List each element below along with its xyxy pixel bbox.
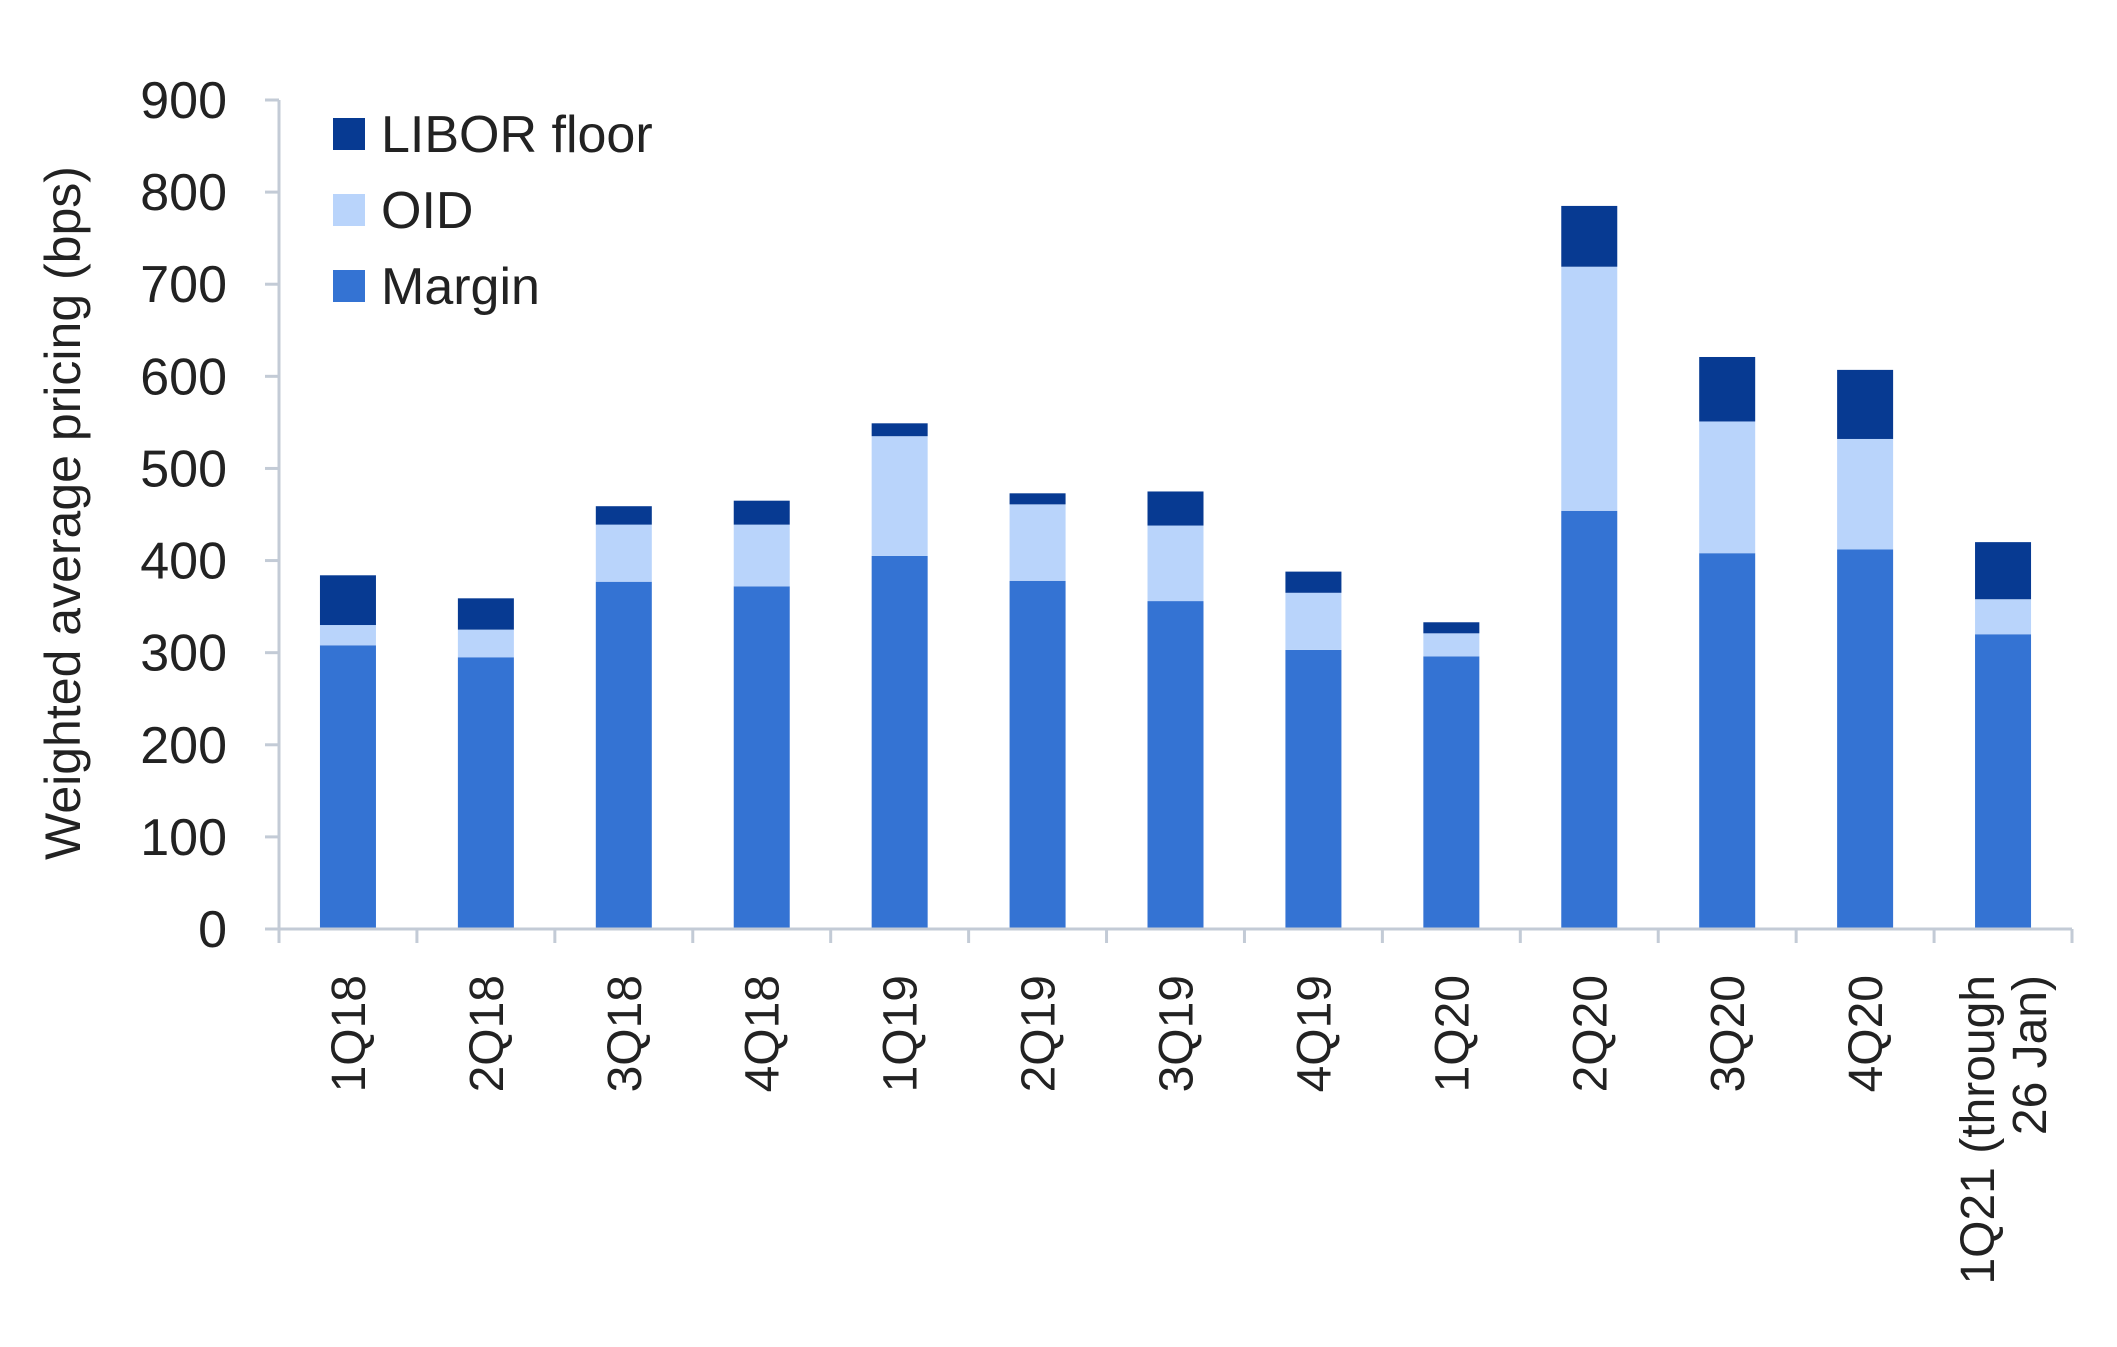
bar-margin-7 (1285, 649, 1342, 929)
x-category-label-6: 3Q19 (1151, 975, 1204, 1092)
y-tick-label-0: 0 (198, 901, 227, 959)
x-category-label-3: 4Q18 (737, 975, 790, 1092)
x-category-label-line: 1Q21 (through (1952, 975, 2005, 1285)
bar-libor-floor-0 (319, 575, 376, 626)
bar-margin-3 (733, 586, 790, 929)
x-category-label-line: 2Q18 (461, 975, 514, 1092)
bar-oid-3 (733, 524, 790, 587)
bar-oid-12 (1975, 599, 2032, 635)
y-tick-label-900: 900 (140, 72, 227, 130)
bar-libor-floor-1 (457, 598, 514, 630)
bar-margin-8 (1423, 656, 1480, 929)
x-category-label-line: 1Q20 (1426, 975, 1479, 1092)
x-category-label-11: 4Q20 (1840, 975, 1893, 1092)
legend-label-margin: Margin (381, 258, 540, 316)
bar-margin-5 (1009, 580, 1066, 929)
x-category-label-4: 1Q19 (875, 975, 928, 1092)
y-tick-label-800: 800 (140, 164, 227, 222)
x-category-label-8: 1Q20 (1426, 975, 1479, 1092)
bar-margin-9 (1561, 510, 1618, 929)
bar-oid-11 (1837, 438, 1894, 550)
x-category-label-9: 2Q20 (1564, 975, 1617, 1092)
bar-oid-9 (1561, 266, 1618, 511)
bar-margin-4 (871, 555, 928, 929)
bar-libor-floor-2 (595, 506, 652, 525)
bar-oid-4 (871, 436, 928, 556)
x-category-label-1: 2Q18 (461, 975, 514, 1092)
y-tick-label-200: 200 (140, 717, 227, 775)
bar-oid-7 (1285, 592, 1342, 650)
legend-swatch-margin (333, 270, 365, 302)
bar-oid-2 (595, 524, 652, 582)
bar-oid-6 (1147, 525, 1204, 602)
bar-libor-floor-6 (1147, 491, 1204, 526)
bar-margin-11 (1837, 549, 1894, 929)
x-category-label-line: 4Q18 (737, 975, 790, 1092)
legend-label-oid: OID (381, 182, 473, 240)
x-category-label-5: 2Q19 (1013, 975, 1066, 1092)
bar-libor-floor-8 (1423, 622, 1480, 634)
x-category-label-line: 2Q20 (1564, 975, 1617, 1092)
x-category-label-12: 1Q21 (through 26 Jan) (1952, 975, 2057, 1285)
legend-swatch-oid (333, 194, 365, 226)
x-category-label-line: 2Q19 (1013, 975, 1066, 1092)
x-category-label-7: 4Q19 (1288, 975, 1341, 1092)
axes: 0 100 200 300 400 500 600 700 800 900 1Q18 2Q18 3Q18… (140, 72, 2074, 1285)
x-category-label-line: 1Q19 (875, 975, 928, 1092)
y-axis-title: Weighted average pricing (bps) (35, 166, 91, 860)
bar-oid-1 (457, 629, 514, 658)
x-category-label-line: 3Q20 (1702, 975, 1755, 1092)
x-category-label-line: 3Q18 (599, 975, 652, 1092)
bar-oid-10 (1699, 421, 1756, 554)
bar-libor-floor-12 (1975, 542, 2032, 600)
bar-margin-1 (457, 657, 514, 929)
x-category-label-line: 26 Jan) (2004, 975, 2057, 1135)
y-tick-label-700: 700 (140, 256, 227, 314)
bar-margin-2 (595, 581, 652, 929)
bar-libor-floor-11 (1837, 369, 1894, 439)
bar-libor-floor-10 (1699, 356, 1756, 422)
bar-libor-floor-4 (871, 423, 928, 437)
x-category-label-line: 3Q19 (1151, 975, 1204, 1092)
plot-area (319, 205, 2032, 929)
legend-swatch-libor-floor (333, 118, 365, 150)
legend-label-libor-floor: LIBOR floor (381, 106, 653, 164)
y-tick-label-400: 400 (140, 533, 227, 591)
bar-margin-0 (319, 645, 376, 929)
y-tick-label-300: 300 (140, 625, 227, 683)
bar-libor-floor-7 (1285, 571, 1342, 593)
bar-oid-0 (319, 625, 376, 646)
y-tick-label-500: 500 (140, 440, 227, 498)
bar-libor-floor-9 (1561, 205, 1618, 267)
bar-oid-5 (1009, 504, 1066, 581)
bar-libor-floor-5 (1009, 493, 1066, 505)
x-category-label-line: 1Q18 (323, 975, 376, 1092)
bar-margin-10 (1699, 553, 1756, 929)
x-category-label-0: 1Q18 (323, 975, 376, 1092)
bar-margin-6 (1147, 601, 1204, 929)
x-category-label-line: 4Q20 (1840, 975, 1893, 1092)
y-tick-label-600: 600 (140, 348, 227, 406)
x-category-label-line: 4Q19 (1288, 975, 1341, 1092)
bar-margin-12 (1975, 634, 2032, 929)
legend: LIBOR floor OID Margin (333, 106, 653, 316)
bar-oid-8 (1423, 633, 1480, 657)
x-category-label-10: 3Q20 (1702, 975, 1755, 1092)
bar-libor-floor-3 (733, 500, 790, 525)
y-tick-label-100: 100 (140, 809, 227, 867)
x-category-label-2: 3Q18 (599, 975, 652, 1092)
